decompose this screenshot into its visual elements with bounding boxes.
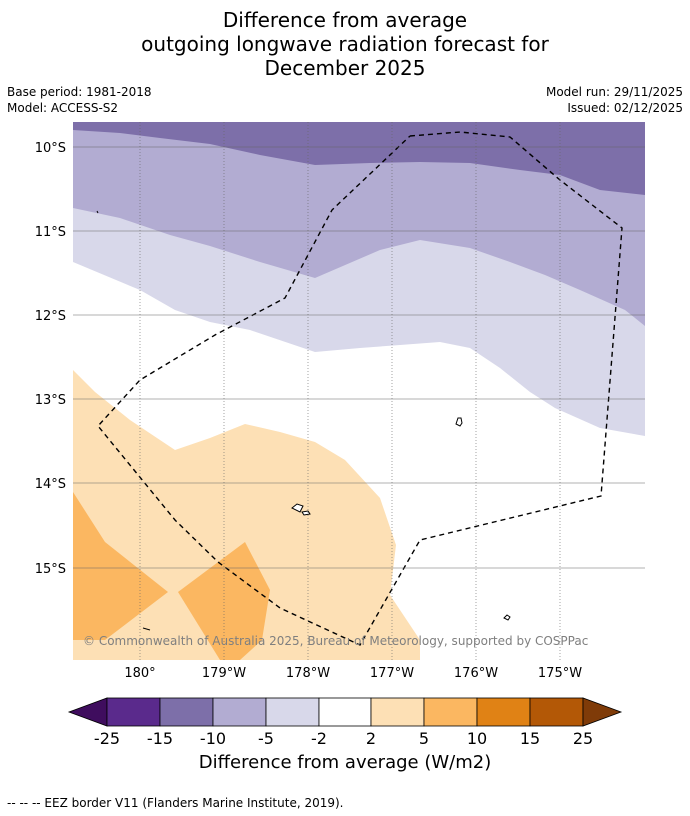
colorbar-swatch-5 [318,697,372,727]
colorbar-swatch-8 [476,697,531,727]
ol-anomaly-5-to-10-centre [178,542,270,660]
ol-anomaly-minus10-to-minus5 [73,122,645,326]
lon-label-180: 180° [124,666,155,681]
lon-label-178w: 178°W [286,666,330,681]
island-north [96,210,99,214]
meta-left: Base period: 1981-2018 Model: ACCESS-S2 [7,84,152,116]
lat-label-14s: 14°S [35,477,66,492]
colorbar-label: 15 [520,729,540,748]
title-line-1: Difference from average [222,8,468,32]
gridlines [73,122,645,660]
copyright-credit: © Commonwealth of Australia 2025, Bureau… [83,634,588,648]
lat-label-13s: 13°S [35,393,66,408]
map-plot-area: © Commonwealth of Australia 2025, Bureau… [73,122,645,660]
island-ogea [503,614,511,621]
colorbar-extend-high [582,697,623,727]
meta-right: Model run: 29/11/2025 Issued: 02/12/2025 [546,84,683,116]
colorbar-swatch-3 [212,697,267,727]
island-ono [301,510,311,516]
colorbar-swatch-1 [106,697,161,727]
colorbar-label: 5 [419,729,429,748]
island-lakeba [291,503,304,513]
lon-label-179w: 179°W [202,666,246,681]
ol-anomaly-minus15-to-minus10 [73,122,645,195]
colorbar-swatch-7 [423,697,478,727]
colorbar-label: 25 [573,729,593,748]
eez-border [97,131,623,646]
colorbar-label: 2 [366,729,376,748]
colorbar-title: Difference from average (W/m2) [198,752,492,773]
colorbar-swatch-2 [159,697,214,727]
colorbar: -25 -15 -10 -5 -2 2 5 10 15 25 [67,697,623,748]
lat-label-10s: 10°S [35,141,66,156]
colorbar-label: -15 [147,729,173,748]
colorbar-label: 10 [467,729,487,748]
colorbar-extend-low [67,697,108,727]
colorbar-swatch-9 [529,697,584,727]
eez-footnote: -- -- -- EEZ border V11 (Flanders Marine… [7,796,344,810]
map-title: Difference from average outgoing longwav… [0,8,690,80]
model-name: Model: ACCESS-S2 [7,101,119,115]
island-fulaga [142,627,151,631]
lon-label-176w: 176°W [454,666,498,681]
colorbar-swatch-6 [370,697,425,727]
colorbar-label: -5 [258,729,274,748]
title-line-3: December 2025 [264,56,426,80]
colorbar-label: -25 [94,729,120,748]
model-run: Model run: 29/11/2025 [545,85,683,99]
lat-label-15s: 15°S [35,562,66,577]
lat-label-11s: 11°S [35,225,66,240]
lon-label-175w: 175°W [538,666,582,681]
issued-date: Issued: 02/12/2025 [567,101,683,115]
colorbar-label: -2 [311,729,327,748]
colorbar-swatch-4 [265,697,320,727]
colorbar-label: -10 [200,729,226,748]
lon-label-177w: 177°W [370,666,414,681]
lat-label-12s: 12°S [35,309,66,324]
title-line-2: outgoing longwave radiation forecast for [141,32,549,56]
ol-anomaly-5-to-10-west [73,492,168,640]
island-vanua-balavu [455,417,463,427]
base-period: Base period: 1981-2018 [7,85,152,99]
